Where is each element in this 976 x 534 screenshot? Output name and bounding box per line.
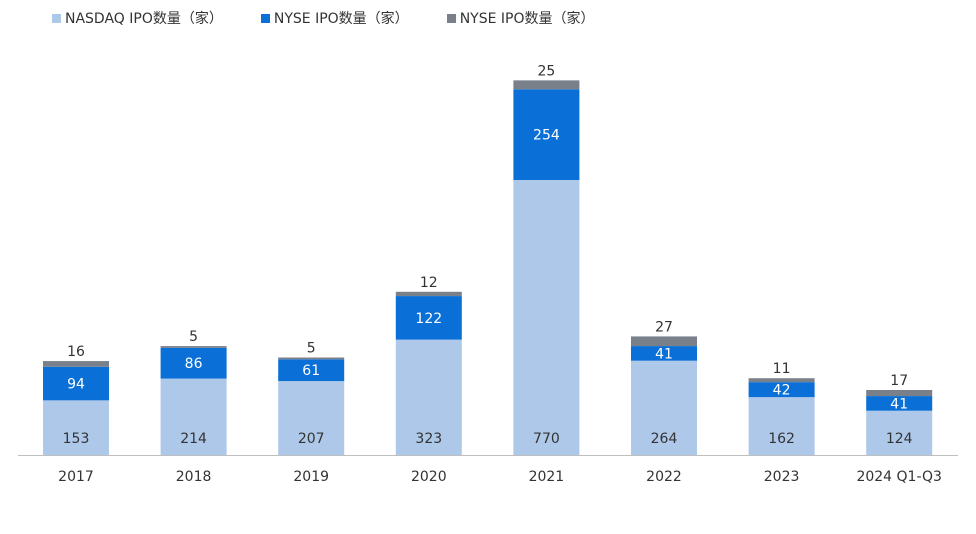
bar-segment xyxy=(748,397,815,455)
data-label: 770 xyxy=(533,431,560,447)
x-tick-label: 2021 xyxy=(529,469,565,485)
chart-legend: NASDAQ IPO数量（家） NYSE IPO数量（家） NYSE IPO数量（家… xyxy=(52,8,595,28)
legend-swatch xyxy=(260,13,270,23)
data-label: 11 xyxy=(773,361,791,377)
bar-segment xyxy=(43,361,109,367)
legend-label: NASDAQ IPO数量（家） xyxy=(65,11,223,27)
bar-group-2017: 153 94 16 xyxy=(43,344,109,455)
data-label: 254 xyxy=(533,128,560,144)
data-label: 323 xyxy=(415,431,442,447)
data-label: 5 xyxy=(307,341,316,357)
x-tick-label: 2017 xyxy=(58,469,94,485)
bar-segment xyxy=(395,296,462,340)
legend-item-1: NYSE IPO数量（家） xyxy=(260,8,409,28)
bar-segment xyxy=(513,80,580,90)
bar-segment xyxy=(278,381,345,455)
data-label: 41 xyxy=(890,396,908,412)
bar-group-2018: 214 86 5 xyxy=(160,329,227,455)
x-tick-label: 2023 xyxy=(764,469,800,485)
data-label: 162 xyxy=(768,431,795,447)
bar-groups: 153 94 16 214 86 5 207 61 5 323 122 12 770 254 25 264 41… xyxy=(43,63,933,455)
x-tick-label: 2020 xyxy=(411,469,447,485)
bar-segment xyxy=(43,400,109,455)
legend-swatch xyxy=(446,13,456,23)
bar-segment xyxy=(278,359,345,382)
legend-label: NYSE IPO数量（家） xyxy=(273,11,409,27)
data-label: 153 xyxy=(63,431,90,447)
data-label: 16 xyxy=(67,344,85,360)
data-label: 264 xyxy=(651,431,678,447)
bar-segment xyxy=(513,89,580,180)
legend-label: NYSE IPO数量（家） xyxy=(459,11,595,27)
bar-segment xyxy=(43,366,109,401)
data-label: 124 xyxy=(886,431,913,447)
data-label: 207 xyxy=(298,431,325,447)
bar-segment xyxy=(160,346,227,348)
bar-segment xyxy=(513,180,580,455)
bar-segment xyxy=(866,410,933,455)
bar-segment xyxy=(866,390,933,397)
data-label: 214 xyxy=(180,431,207,447)
legend-item-0: NASDAQ IPO数量（家） xyxy=(52,8,223,28)
bar-group-2023: 162 42 11 xyxy=(748,361,815,455)
x-tick-label: 2024 Q1-Q3 xyxy=(856,469,942,485)
data-label: 41 xyxy=(655,346,673,362)
bar-segment xyxy=(866,396,933,411)
bar-segment xyxy=(748,382,815,398)
bar-segment xyxy=(160,378,227,455)
bar-group-2019: 207 61 5 xyxy=(278,341,345,455)
bar-segment xyxy=(631,346,697,361)
bar-segment xyxy=(395,339,462,455)
data-label: 61 xyxy=(302,363,320,379)
data-label: 25 xyxy=(537,63,555,79)
bar-group-2021: 770 254 25 xyxy=(513,63,580,455)
legend-item-2: NYSE IPO数量（家） xyxy=(446,8,595,28)
data-label: 5 xyxy=(189,329,198,345)
legend-swatch xyxy=(52,13,61,23)
data-label: 17 xyxy=(890,373,908,389)
bar-group-2022: 264 41 27 xyxy=(631,319,697,455)
data-label: 122 xyxy=(415,311,442,327)
bar-segment xyxy=(748,378,815,383)
bar-group-2020: 323 122 12 xyxy=(395,275,462,455)
data-label: 42 xyxy=(773,383,791,399)
x-tick-label: 2019 xyxy=(293,469,329,485)
data-label: 27 xyxy=(655,319,673,335)
data-label: 94 xyxy=(67,377,85,393)
x-tick-label: 2018 xyxy=(176,469,212,485)
bar-segment xyxy=(278,357,345,360)
bar-segment xyxy=(160,347,227,379)
data-label: 12 xyxy=(420,275,438,291)
bar-group-2024-Q1-Q3: 124 41 17 xyxy=(866,373,933,455)
bar-segment xyxy=(631,336,697,347)
x-axis-tick-labels: 2017 2018 2019 2020 2021 2022 2023 2024 Q1-Q3 xyxy=(58,469,942,485)
bar-segment xyxy=(395,291,462,297)
x-tick-label: 2022 xyxy=(646,469,682,485)
bar-segment xyxy=(631,360,697,455)
data-label: 86 xyxy=(185,356,203,372)
